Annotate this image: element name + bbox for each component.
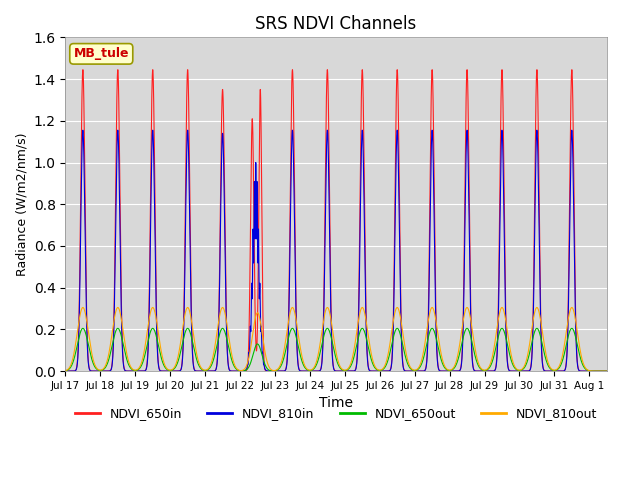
- Title: SRS NDVI Channels: SRS NDVI Channels: [255, 15, 417, 33]
- NDVI_810out: [358, 305, 365, 311]
- NDVI_650out: [269, 368, 276, 374]
- NDVI_650in: [269, 368, 276, 374]
- NDVI_650in: [54, 368, 62, 374]
- X-axis label: Time: Time: [319, 396, 353, 410]
- NDVI_650out: [613, 368, 621, 374]
- NDVI_810in: [613, 368, 621, 374]
- NDVI_810out: [189, 327, 196, 333]
- NDVI_810out: [469, 333, 477, 339]
- NDVI_650out: [54, 368, 62, 374]
- NDVI_650out: [358, 326, 365, 332]
- NDVI_810out: [613, 368, 621, 374]
- Legend: NDVI_650in, NDVI_810in, NDVI_650out, NDVI_810out: NDVI_650in, NDVI_810in, NDVI_650out, NDV…: [70, 402, 602, 425]
- NDVI_810out: [323, 305, 331, 311]
- NDVI_810in: [189, 357, 196, 363]
- NDVI_650out: [189, 340, 196, 346]
- Line: NDVI_650out: NDVI_650out: [58, 328, 617, 371]
- NDVI_810out: [93, 365, 100, 371]
- NDVI_650in: [613, 368, 621, 374]
- NDVI_650in: [469, 364, 477, 370]
- NDVI_650in: [358, 81, 365, 87]
- NDVI_810out: [269, 367, 276, 373]
- NDVI_810in: [469, 365, 477, 371]
- NDVI_650out: [93, 366, 100, 372]
- NDVI_810in: [391, 234, 399, 240]
- NDVI_810in: [358, 139, 365, 144]
- NDVI_810out: [54, 368, 62, 374]
- NDVI_650in: [391, 200, 399, 206]
- NDVI_810in: [93, 368, 100, 374]
- Line: NDVI_810in: NDVI_810in: [58, 130, 617, 371]
- NDVI_650in: [323, 67, 331, 72]
- NDVI_650out: [391, 329, 399, 335]
- Text: MB_tule: MB_tule: [74, 48, 129, 60]
- NDVI_810in: [54, 368, 62, 374]
- Y-axis label: Radiance (W/m2/nm/s): Radiance (W/m2/nm/s): [15, 132, 28, 276]
- NDVI_650in: [189, 354, 196, 360]
- NDVI_650out: [323, 325, 331, 331]
- NDVI_650in: [93, 368, 100, 374]
- NDVI_650out: [469, 345, 477, 350]
- Line: NDVI_810out: NDVI_810out: [58, 308, 617, 371]
- NDVI_810in: [323, 127, 331, 133]
- NDVI_810in: [269, 368, 276, 374]
- Line: NDVI_650in: NDVI_650in: [58, 70, 617, 371]
- NDVI_810out: [391, 310, 399, 315]
